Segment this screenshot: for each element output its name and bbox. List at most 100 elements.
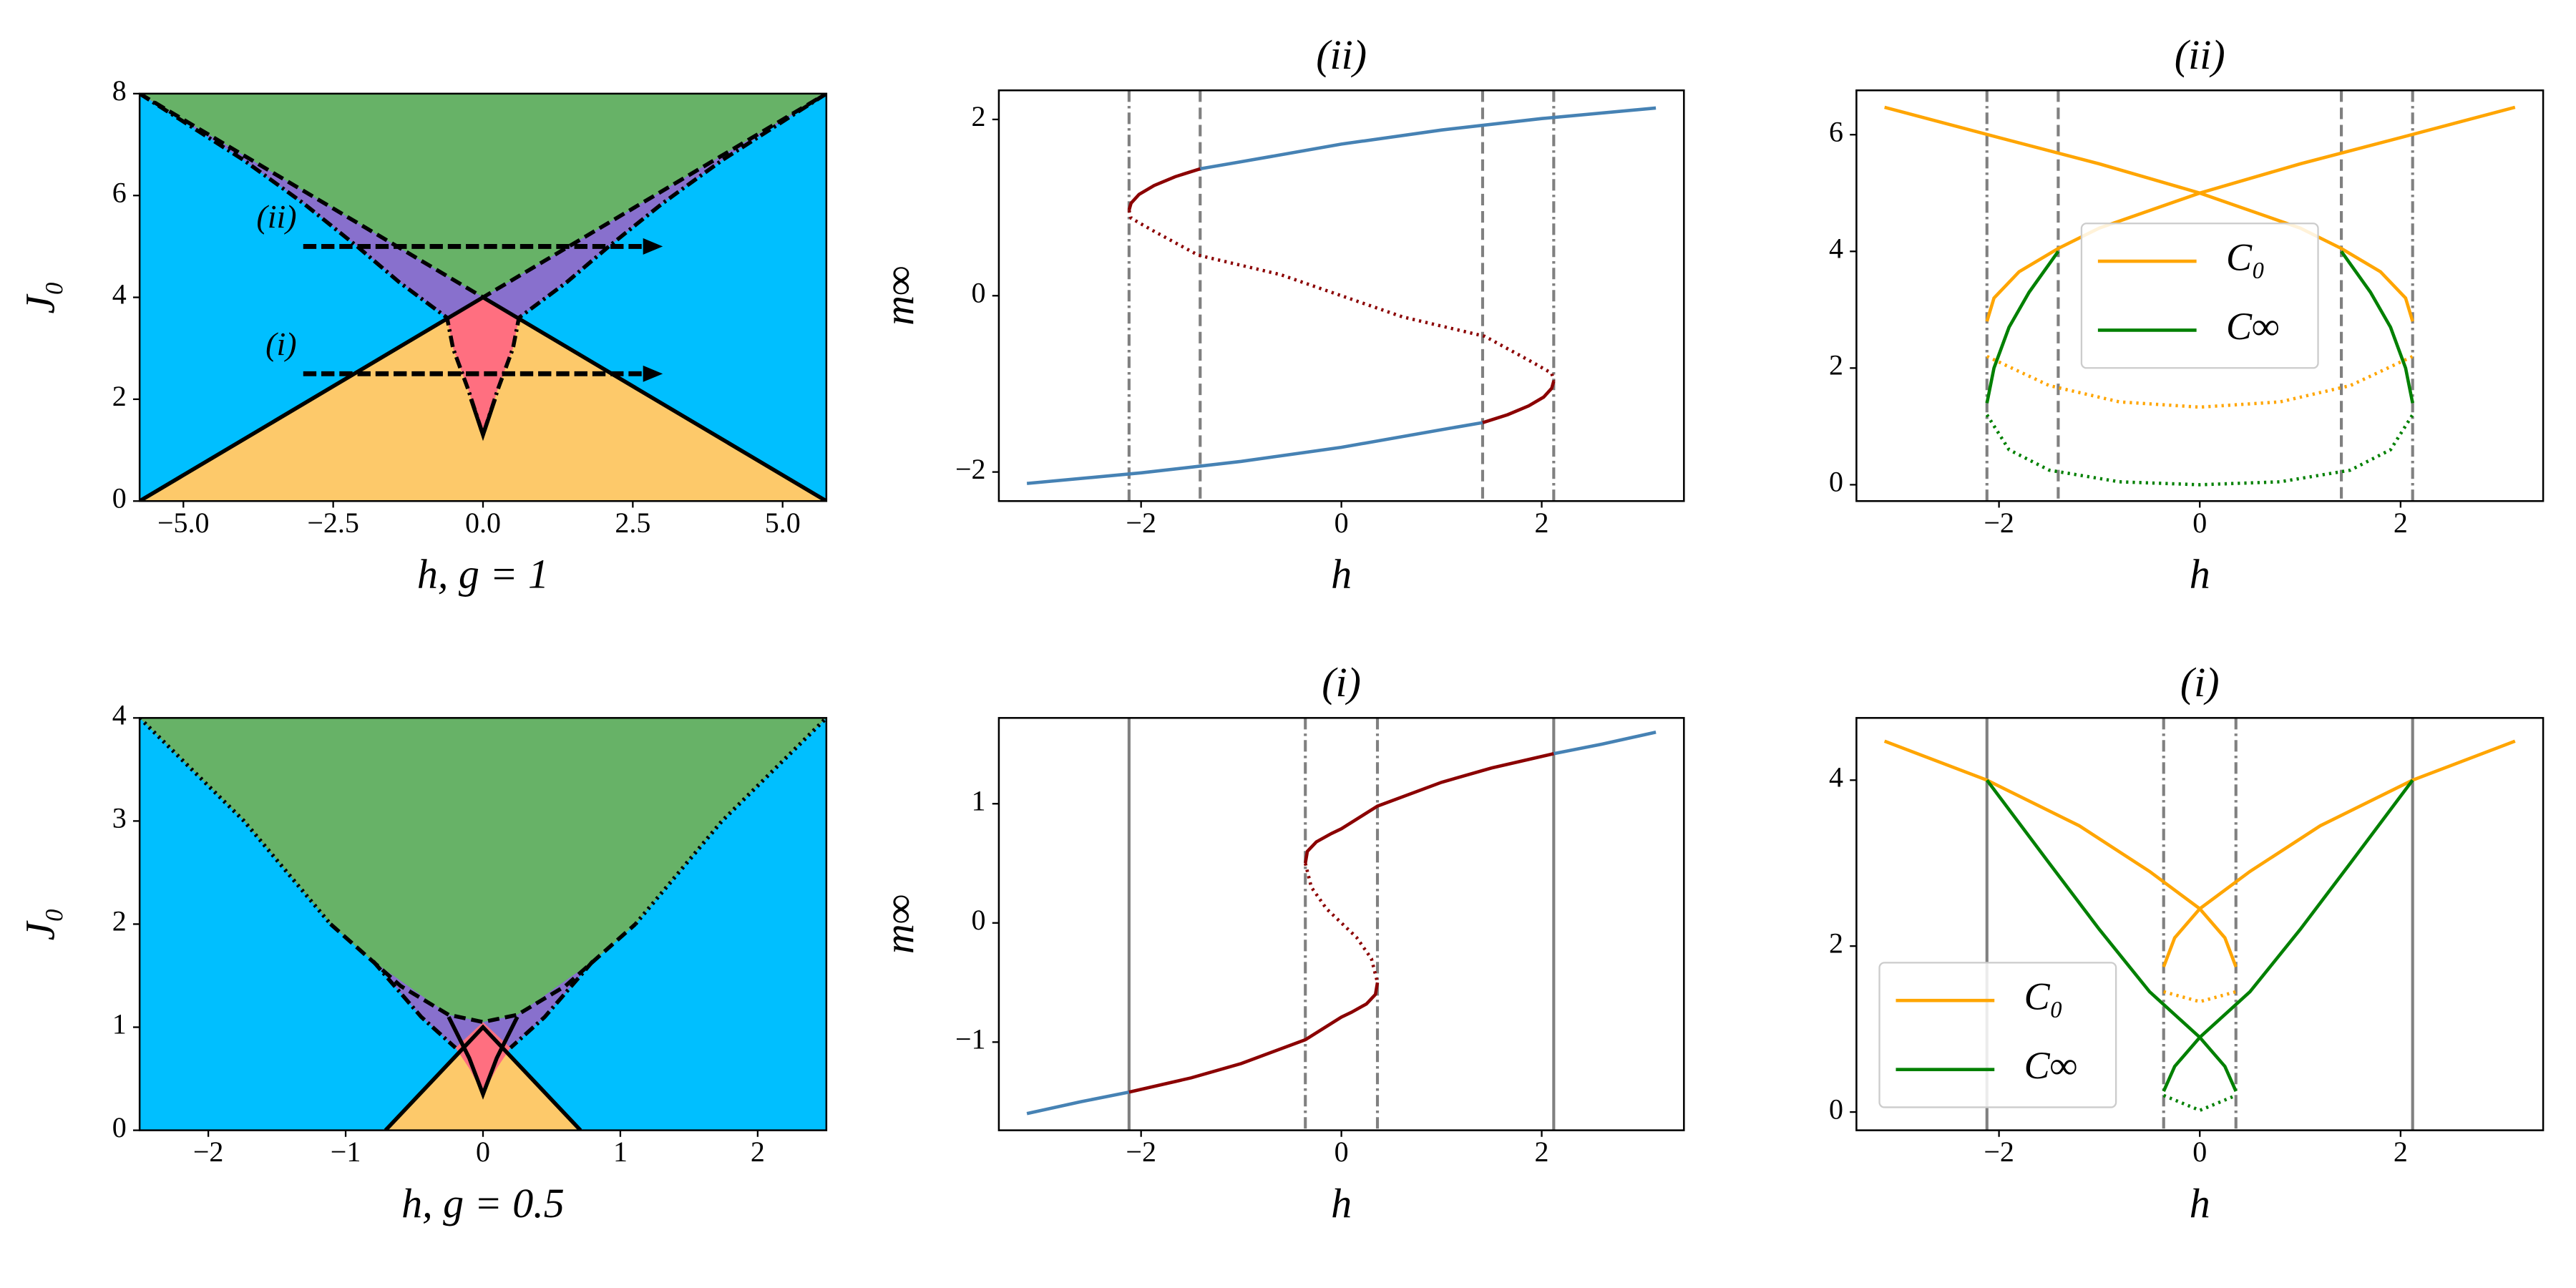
x-axis-label: h, g = 0.5 <box>401 1180 565 1226</box>
y-axis-label: J₀ <box>16 907 63 940</box>
legend-label: C₀ <box>2024 975 2064 1018</box>
y-tick-label: 4 <box>1829 232 1843 264</box>
axes-frame <box>997 89 1685 502</box>
y-tick-label: 0 <box>1829 466 1843 498</box>
panel: −2 0 2 0 2 4 h (i) C₀ C∞ <box>1829 659 2545 1226</box>
x-tick-label: 0 <box>1335 507 1349 539</box>
y-tick-label: 4 <box>112 698 127 731</box>
y-tick-label: 4 <box>112 278 127 311</box>
x-tick-label: 2 <box>1535 1136 1549 1168</box>
y-tick-label: 1 <box>112 1008 127 1040</box>
legend: C₀ C∞ <box>1878 962 2117 1108</box>
x-axis-label: h <box>2190 1180 2210 1226</box>
phase-boundary <box>140 93 826 300</box>
y-tick-label: 2 <box>972 100 986 132</box>
curve <box>1128 982 1380 1094</box>
y-tick-label: 2 <box>112 380 127 412</box>
region <box>483 93 826 318</box>
curve <box>1303 752 1554 864</box>
region <box>447 297 519 435</box>
panel: −2 0 2 0 2 4 6 h (ii) C₀ C∞ <box>1829 31 2545 597</box>
panel: −2 −1 0 1 2 0 1 2 3 4 h, g = 0.5 J₀ <box>16 698 828 1226</box>
y-tick-label: 6 <box>1829 115 1843 147</box>
y-tick-label: 0 <box>1829 1093 1843 1125</box>
legend-label: C∞ <box>2024 1044 2078 1087</box>
phase-boundary <box>509 960 595 1050</box>
arrow-head <box>643 238 663 255</box>
phase-boundary <box>329 922 637 1025</box>
panel-title: (ii) <box>2175 31 2225 78</box>
y-tick-label: 4 <box>1829 761 1843 793</box>
phase-boundary <box>469 399 497 441</box>
curve <box>2162 779 2414 1093</box>
y-axis-label: m∞ <box>876 894 922 954</box>
region <box>140 93 483 318</box>
x-tick-label: 0 <box>1335 1136 1349 1168</box>
x-tick-label: −1 <box>331 1136 361 1168</box>
curve <box>2162 739 2516 967</box>
x-tick-label: 2 <box>2394 507 2408 539</box>
x-tick-label: −2 <box>1126 1136 1156 1168</box>
plot-area <box>140 93 826 502</box>
region <box>140 93 826 298</box>
y-axis-label: m∞ <box>876 266 922 326</box>
y-tick-label: 8 <box>112 74 127 107</box>
panel-title: (i) <box>1322 659 1361 706</box>
arrow-head <box>643 365 663 382</box>
x-tick-label: −2 <box>1984 1136 2014 1168</box>
curve <box>1127 210 1556 382</box>
x-axis-label: h, g = 1 <box>417 550 549 597</box>
y-tick-label: 3 <box>112 802 127 834</box>
curve <box>2163 990 2237 1004</box>
y-tick-label: −2 <box>955 453 986 485</box>
curve <box>1026 421 1483 485</box>
y-tick-label: 0 <box>112 1111 127 1143</box>
x-axis-label: h <box>2190 550 2210 597</box>
plot-area <box>140 718 826 1131</box>
x-tick-label: −2 <box>193 1136 224 1168</box>
phase-boundary <box>481 93 826 436</box>
curve <box>1304 862 1380 983</box>
panel: −2 0 2 −2 0 2 h m∞ (ii) <box>876 31 1685 597</box>
panel-title: (i) <box>2180 659 2220 706</box>
x-tick-label: 1 <box>613 1136 628 1168</box>
x-tick-label: 5.0 <box>765 507 801 539</box>
x-tick-label: −2 <box>1984 507 2014 539</box>
curve <box>1985 250 2060 404</box>
x-tick-label: −5.0 <box>157 507 210 539</box>
y-tick-label: 0 <box>112 482 127 514</box>
panel: −2 0 2 −1 0 1 h m∞ (i) <box>876 659 1685 1226</box>
y-tick-label: 0 <box>972 276 986 308</box>
x-tick-label: 0 <box>2192 1136 2207 1168</box>
plot-area <box>1026 90 1657 502</box>
x-tick-label: 2 <box>751 1136 765 1168</box>
curve <box>1482 381 1556 424</box>
phase-boundary <box>140 93 485 436</box>
legend-label: C∞ <box>2226 305 2280 348</box>
y-tick-label: 1 <box>972 784 986 816</box>
annotation: (i) <box>265 326 296 362</box>
region <box>140 718 826 1023</box>
legend-box <box>2080 223 2319 369</box>
panel-title: (ii) <box>1316 31 1367 78</box>
y-tick-label: −1 <box>955 1023 986 1055</box>
curve <box>1985 414 2414 487</box>
y-tick-label: 2 <box>1829 349 1843 381</box>
curve <box>1199 106 1657 171</box>
annotation: (ii) <box>256 198 296 235</box>
curve <box>2162 1093 2237 1113</box>
legend-box <box>1878 962 2117 1108</box>
y-tick-label: 2 <box>1829 927 1843 959</box>
curve <box>2340 250 2414 404</box>
legend: C₀ C∞ <box>2080 223 2319 369</box>
curve <box>1026 1091 1130 1116</box>
phase-boundary <box>371 960 457 1050</box>
x-tick-label: 0.0 <box>465 507 501 539</box>
x-tick-label: −2.5 <box>307 507 359 539</box>
x-axis-label: h <box>1331 550 1352 597</box>
curve <box>1985 779 2238 1093</box>
x-tick-label: 2.5 <box>615 507 650 539</box>
x-tick-label: 2 <box>1535 507 1549 539</box>
